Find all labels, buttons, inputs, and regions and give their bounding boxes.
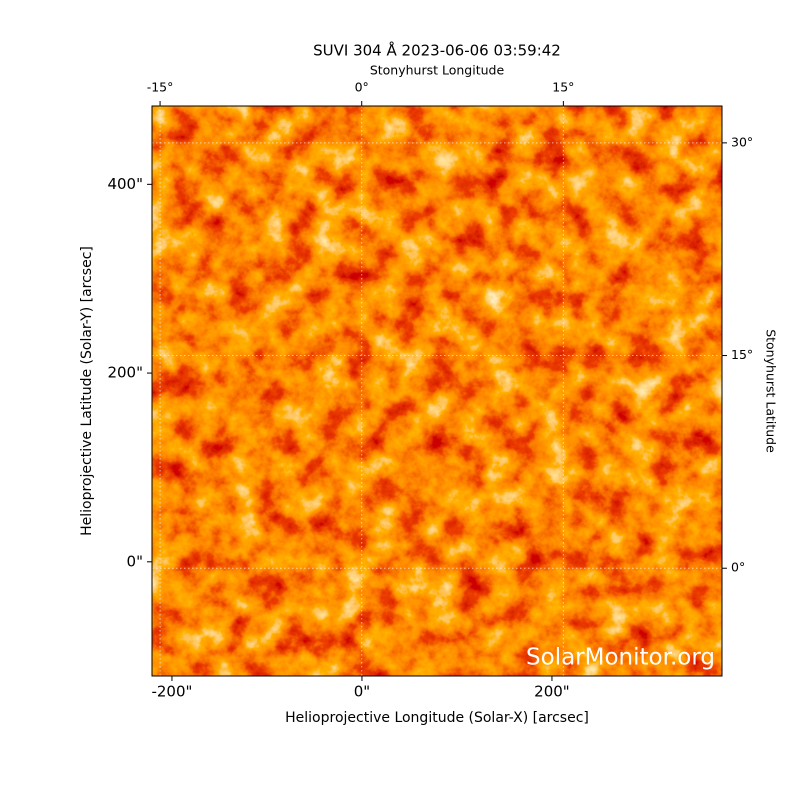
y-tick-label: 400" (107, 175, 143, 193)
y-axis-label: Helioprojective Latitude (Solar-Y) [arcs… (79, 246, 95, 536)
solar-image (152, 106, 722, 676)
watermark: SolarMonitor.org (526, 645, 715, 671)
x-axis-label: Helioprojective Longitude (Solar-X) [arc… (285, 710, 589, 726)
x-tick-label: 0" (354, 683, 370, 701)
plot-frame (151, 105, 723, 677)
y2-tick-label: 15° (731, 347, 753, 362)
x-tick-label: -200" (151, 683, 192, 701)
grid (152, 106, 722, 676)
chart-title: SUVI 304 Å 2023-06-06 03:59:42 (313, 41, 561, 60)
x2-axis-label: Stonyhurst Longitude (370, 63, 505, 78)
y-tick-label: 200" (107, 364, 143, 382)
y2-tick-label: 0° (731, 560, 745, 575)
y2-axis-label: Stonyhurst Latitude (764, 329, 779, 453)
x2-tick-label: -15° (147, 80, 174, 95)
x-tick-label: 200" (534, 683, 570, 701)
x2-tick-label: 0° (355, 80, 369, 95)
x2-tick-label: 15° (552, 80, 574, 95)
y2-tick-label: 30° (731, 134, 753, 149)
y-tick-label: 0" (127, 552, 143, 570)
